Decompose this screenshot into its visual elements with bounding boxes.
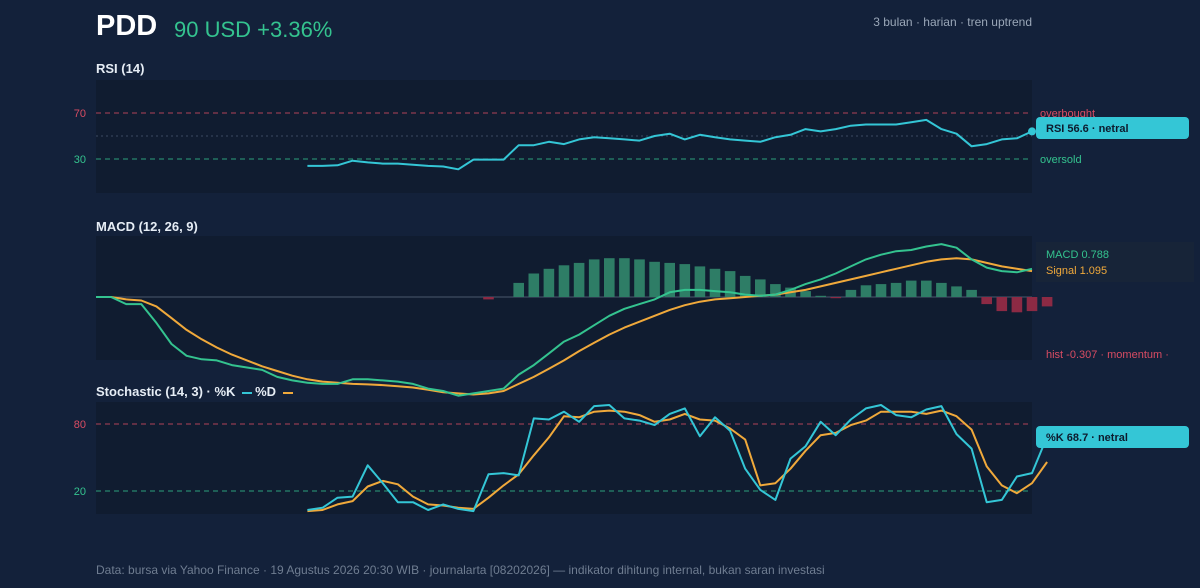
macd-hist-bar xyxy=(664,262,675,297)
stoch-title-text: Stochastic (14, 3) · %K xyxy=(96,384,236,399)
rsi-tick-70: 70 xyxy=(74,108,86,120)
macd-hist-bar xyxy=(739,275,751,297)
macd-hist-bar xyxy=(513,282,524,297)
stoch-panel-title: Stochastic (14, 3) · %K %D xyxy=(96,384,296,399)
stoch-badge-bg xyxy=(1036,426,1189,448)
stoch-d-line xyxy=(307,409,1048,513)
macd-hist-bar xyxy=(966,289,977,297)
macd-readout-box xyxy=(1036,242,1194,282)
macd-hist-bar xyxy=(996,297,1008,312)
ticker-symbol: PDD xyxy=(96,10,158,42)
macd-hist-bar xyxy=(1041,297,1053,307)
macd-hist-bar xyxy=(770,284,781,297)
signal-line xyxy=(96,257,1033,396)
signal-readout: Signal 1.095 xyxy=(1046,265,1107,277)
macd-hist-bar xyxy=(800,291,811,297)
macd-hist-bar xyxy=(951,286,962,297)
macd-hist-bar xyxy=(634,259,645,297)
macd-hist-bar xyxy=(528,273,540,297)
rsi-tick-30: 30 xyxy=(74,154,86,166)
macd-hist-bar xyxy=(619,258,630,297)
macd-hist-bar xyxy=(1011,297,1023,313)
macd-hist-bar xyxy=(875,284,887,297)
macd-hist-bar xyxy=(815,295,826,297)
stoch-panel-bg xyxy=(96,402,1032,514)
macd-hist-bar xyxy=(860,285,872,298)
macd-hist-bar xyxy=(830,297,842,299)
macd-hist-bar xyxy=(649,261,660,298)
timeframe-meta: 3 bulan · harian · tren uptrend xyxy=(873,15,1032,29)
macd-hist-bar xyxy=(543,268,555,297)
macd-hist-bar xyxy=(558,265,570,297)
macd-hist-bar xyxy=(905,280,917,297)
rsi-badge-text: RSI 56.6 · netral xyxy=(1046,123,1129,135)
rsi-badge-bg xyxy=(1036,117,1189,139)
hist-readout: hist -0.307 · momentum · xyxy=(1046,349,1169,361)
stoch-tick-80: 80 xyxy=(74,419,86,431)
stoch-tick-20: 20 xyxy=(74,486,86,498)
macd-hist-bar xyxy=(694,266,706,297)
price-change: 90 USD +3.36% xyxy=(174,17,333,42)
macd-hist-bar xyxy=(921,280,932,297)
macd-hist-bar xyxy=(981,297,992,305)
macd-hist-bar xyxy=(588,259,600,297)
macd-panel-title: MACD (12, 26, 9) xyxy=(96,219,198,234)
macd-hist-bar xyxy=(573,262,585,297)
macd-hist-bar xyxy=(890,282,902,297)
stoch-k-line xyxy=(307,404,1049,513)
rsi-oversold-label: oversold xyxy=(1040,154,1082,166)
macd-hist-bar xyxy=(679,264,691,297)
macd-hist-bar xyxy=(724,271,736,297)
k-legend-swatch xyxy=(242,391,253,394)
macd-readout: MACD 0.788 xyxy=(1046,249,1109,261)
macd-hist-bar xyxy=(604,258,615,297)
macd-hist-bar xyxy=(936,282,947,297)
d-legend-label: %D xyxy=(255,384,277,399)
stoch-badge-text: %K 68.7 · netral xyxy=(1046,432,1128,444)
macd-hist-bar xyxy=(1026,297,1038,312)
rsi-last-point xyxy=(1028,127,1036,136)
macd-hist-bar xyxy=(845,289,857,297)
rsi-panel-title: RSI (14) xyxy=(96,61,145,76)
footer-source: Data: bursa via Yahoo Finance · 19 Agust… xyxy=(96,563,825,577)
macd-hist-bar xyxy=(483,297,494,300)
macd-hist-bar xyxy=(709,268,721,297)
macd-line xyxy=(96,243,1033,397)
rsi-line xyxy=(307,118,1033,171)
macd-hist-bar xyxy=(755,279,766,297)
d-legend-swatch xyxy=(282,391,293,394)
